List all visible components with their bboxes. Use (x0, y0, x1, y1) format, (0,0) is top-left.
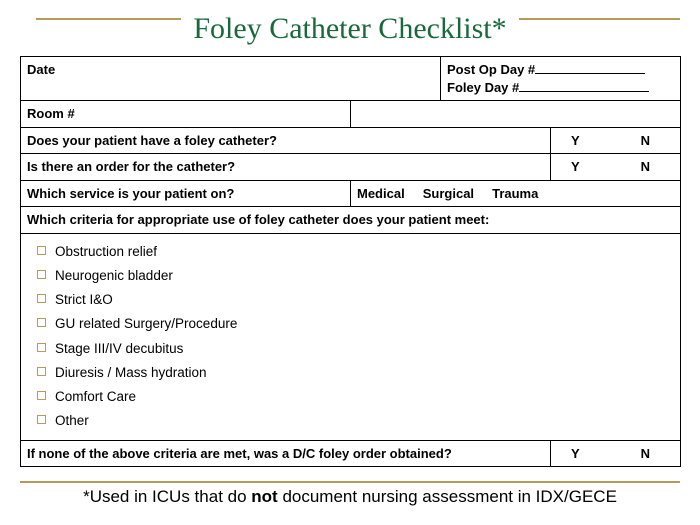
q3-options[interactable]: Medical Surgical Trauma (351, 180, 681, 207)
footnote-post: document nursing assessment in IDX/GECE (278, 487, 617, 506)
criteria-item[interactable]: Diuresis / Mass hydration (37, 361, 674, 385)
criteria-item[interactable]: Strict I&O (37, 288, 674, 312)
foleyday-underline[interactable] (519, 80, 649, 92)
q1-y[interactable]: Y (571, 133, 580, 148)
dc-y[interactable]: Y (571, 446, 580, 461)
row-q2: Is there an order for the catheter? YN (21, 154, 681, 181)
q1-yn[interactable]: YN (551, 127, 681, 154)
footnote-pre: *Used in ICUs that do (83, 487, 251, 506)
row-dc: If none of the above criteria are met, w… (21, 440, 681, 467)
room-label-cell: Room # (21, 101, 351, 128)
q1-n[interactable]: N (641, 132, 650, 150)
q1-cell: Does your patient have a foley catheter? (21, 127, 551, 154)
q2-n[interactable]: N (641, 158, 650, 176)
row-criteria-list: Obstruction relief Neurogenic bladder St… (21, 233, 681, 440)
dc-n[interactable]: N (641, 445, 650, 463)
foleyday-label: Foley Day # (447, 80, 519, 95)
dc-yn[interactable]: YN (551, 440, 681, 467)
page-title: Foley Catheter Checklist* (181, 12, 518, 46)
criteria-item[interactable]: Neurogenic bladder (37, 264, 674, 288)
row-criteria-heading: Which criteria for appropriate use of fo… (21, 207, 681, 234)
criteria-item[interactable]: Other (37, 409, 674, 433)
criteria-item[interactable]: GU related Surgery/Procedure (37, 312, 674, 336)
row-date-postop: Date Post Op Day # Foley Day # (21, 57, 681, 101)
date-cell[interactable]: Date (21, 57, 441, 101)
postop-underline[interactable] (535, 62, 645, 74)
row-q1: Does your patient have a foley catheter?… (21, 127, 681, 154)
q2-y[interactable]: Y (571, 159, 580, 174)
criteria-item[interactable]: Comfort Care (37, 385, 674, 409)
criteria-list: Obstruction relief Neurogenic bladder St… (27, 234, 674, 440)
checklist-table: Date Post Op Day # Foley Day # Room # Do… (20, 56, 681, 467)
footnote: *Used in ICUs that do not document nursi… (20, 487, 680, 507)
q3-cell: Which service is your patient on? (21, 180, 351, 207)
postop-label: Post Op Day # (447, 62, 535, 77)
criteria-cell: Obstruction relief Neurogenic bladder St… (21, 233, 681, 440)
row-room: Room # (21, 101, 681, 128)
q2-yn[interactable]: YN (551, 154, 681, 181)
criteria-item[interactable]: Obstruction relief (37, 240, 674, 264)
criteria-item[interactable]: Stage III/IV decubitus (37, 337, 674, 361)
room-value-cell[interactable] (351, 101, 681, 128)
postop-cell[interactable]: Post Op Day # Foley Day # (441, 57, 681, 101)
q2-cell: Is there an order for the catheter? (21, 154, 551, 181)
bottom-rule (20, 481, 680, 483)
footnote-bold: not (251, 487, 277, 506)
row-q3: Which service is your patient on? Medica… (21, 180, 681, 207)
dc-cell: If none of the above criteria are met, w… (21, 440, 551, 467)
criteria-heading: Which criteria for appropriate use of fo… (21, 207, 681, 234)
